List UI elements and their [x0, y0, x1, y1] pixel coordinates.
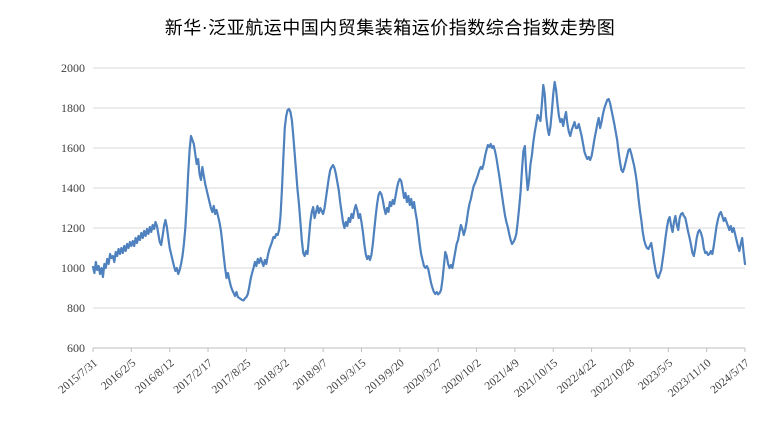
- x-axis-tick-labels: 2015/7/31 2016/2/52016/8/122017/2/172017/…: [56, 357, 752, 400]
- y-axis-tick-labels: 600 800 1000 1200 1400 1600 1800 2000: [61, 61, 85, 355]
- x-tick-label: 2017/2/17: [172, 357, 216, 396]
- y-tick-label: 1600: [61, 141, 85, 155]
- x-tick-label: 2024/5/17: [708, 357, 752, 396]
- y-tick-label: 800: [67, 301, 85, 315]
- y-tick-label: 1800: [61, 101, 85, 115]
- x-tick-label: 2015/7/31: [56, 357, 100, 396]
- y-tick-label: 1000: [61, 261, 85, 275]
- y-tick-label: 1400: [61, 181, 85, 195]
- horizontal-gridlines: [93, 67, 745, 349]
- x-tick-label: 2020/10/2: [440, 357, 484, 396]
- y-tick-label: 1200: [61, 221, 85, 235]
- x-tick-label: 2017/8/25: [210, 357, 254, 396]
- x-tick-label: 2018/3/2: [253, 357, 292, 393]
- x-tick-label: 2021/10/15: [512, 357, 560, 400]
- y-tick-label: 2000: [61, 61, 85, 75]
- x-tick-label: 2023/11/10: [666, 357, 714, 400]
- x-axis: [92, 347, 746, 352]
- x-tick-label: 2019/9/20: [363, 357, 407, 396]
- chart-title: 新华·泛亚航运中国内贸集装箱运价指数综合指数走势图: [164, 18, 616, 38]
- index-series-line: [91, 80, 747, 302]
- x-tick-label: 2019/3/15: [325, 357, 369, 396]
- x-tick-label: 2020/3/27: [402, 357, 446, 396]
- x-tick-label: 2022/10/28: [589, 357, 637, 400]
- y-tick-label: 600: [67, 341, 85, 355]
- x-tick-label: 2016/8/12: [133, 357, 177, 396]
